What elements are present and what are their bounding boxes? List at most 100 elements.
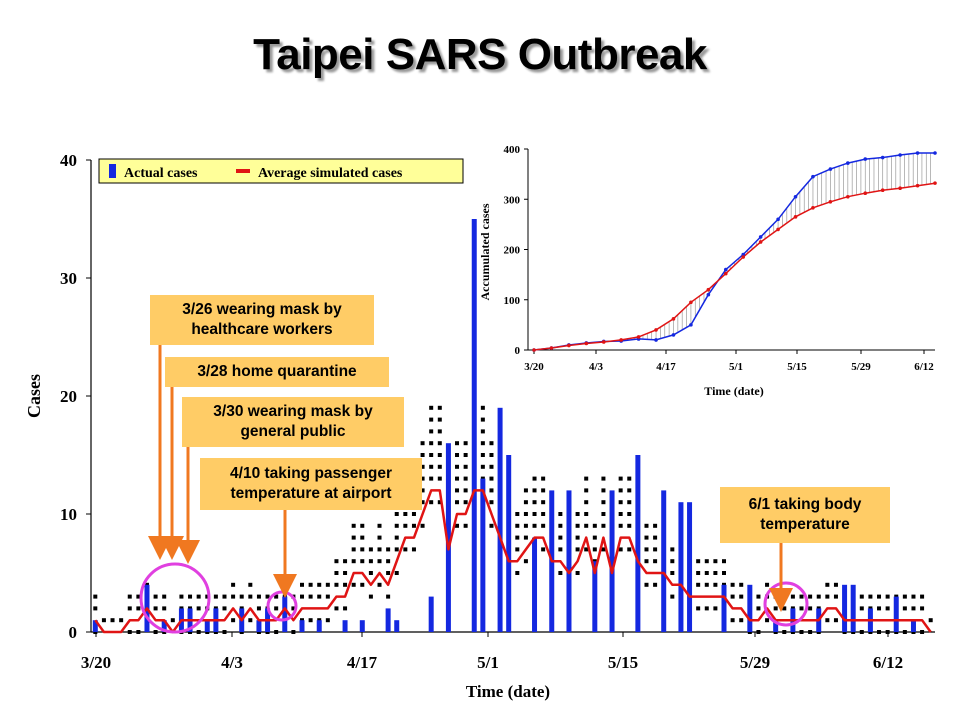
simulation-range-dot	[489, 464, 494, 469]
inset-simulated-point	[567, 343, 571, 348]
inset-y-tick-label: 100	[504, 295, 521, 307]
simulation-range-dot	[730, 594, 735, 599]
simulation-range-dot	[911, 606, 916, 611]
inset-x-tick-label: 4/17	[656, 361, 676, 373]
simulation-range-dot	[696, 571, 701, 575]
simulation-range-dot	[523, 488, 528, 493]
simulation-range-dot	[765, 582, 770, 587]
callout-public-mask: 3/30 wearing mask by general public	[182, 397, 404, 447]
actual-cases-bar	[661, 490, 667, 632]
simulation-range-dot	[455, 500, 460, 505]
actual-cases-bar	[842, 584, 848, 632]
simulation-range-dot	[463, 476, 468, 481]
simulation-range-dot	[653, 559, 658, 564]
actual-cases-bar	[359, 620, 365, 632]
simulation-range-dot	[704, 559, 709, 564]
main-x-tick-label: 5/29	[740, 653, 770, 672]
inset-simulated-point	[723, 271, 728, 276]
inset-simulated-point	[549, 346, 554, 350]
simulation-range-dot	[523, 559, 528, 564]
simulation-range-dot	[722, 559, 726, 564]
simulation-range-dot	[222, 606, 227, 611]
simulation-range-dot	[300, 582, 304, 587]
inset-chart-panel	[481, 133, 938, 405]
simulation-range-dot	[541, 547, 546, 552]
simulation-range-dot	[274, 630, 279, 634]
simulation-range-dot	[877, 606, 882, 611]
simulation-range-dot	[437, 405, 442, 410]
inset-simulated-point	[636, 335, 641, 339]
simulation-range-dot	[799, 630, 804, 634]
simulation-range-dot	[334, 571, 339, 575]
simulation-range-dot	[455, 441, 460, 446]
simulation-range-dot	[93, 594, 98, 599]
simulation-range-dot	[196, 594, 201, 599]
highlight-circle-march	[139, 562, 211, 634]
simulation-range-dot	[627, 476, 632, 481]
simulation-range-dot	[153, 594, 158, 599]
callout-airport-temperature: 4/10 taking passenger temperature at air…	[200, 458, 422, 510]
inset-simulated-point	[584, 341, 589, 346]
legend-actual-swatch	[109, 164, 116, 178]
highlight-circle-april	[266, 590, 298, 622]
actual-cases-bar	[471, 219, 477, 632]
simulation-range-dot	[489, 500, 494, 505]
inset-simulated-point	[689, 300, 693, 305]
simulation-range-dot	[523, 523, 528, 528]
simulation-range-dot	[859, 606, 864, 611]
simulation-range-dot	[653, 523, 658, 528]
simulation-range-dot	[351, 547, 356, 552]
simulation-range-dot	[558, 535, 563, 540]
inset-x-tick-label: 5/29	[851, 361, 871, 373]
simulation-range-dot	[627, 547, 632, 552]
actual-cases-bar	[850, 584, 856, 632]
actual-cases-bar	[773, 620, 779, 632]
actual-cases-bar	[592, 561, 598, 632]
simulation-range-dot	[334, 582, 339, 587]
simulation-range-dot	[920, 606, 925, 611]
simulation-range-dot	[730, 582, 735, 587]
simulation-range-dot	[480, 429, 485, 434]
actual-cases-bar	[687, 502, 693, 632]
simulation-range-dot	[455, 464, 460, 469]
simulation-range-dot	[162, 594, 167, 599]
simulation-range-dot	[411, 547, 416, 552]
main-y-tick-label: 10	[60, 505, 77, 524]
simulation-range-dot	[429, 429, 434, 434]
simulation-range-dot	[885, 630, 890, 634]
main-y-tick-label: 30	[60, 269, 77, 288]
simulation-range-dot	[213, 594, 218, 599]
simulation-range-dot	[541, 500, 546, 505]
simulation-range-dot	[394, 512, 399, 516]
main-x-tick-label: 4/3	[221, 653, 243, 672]
inset-simulated-point	[741, 255, 746, 259]
simulation-range-dot	[618, 488, 623, 493]
simulation-range-dot	[601, 476, 606, 481]
simulation-range-dot	[463, 500, 468, 505]
simulation-range-dot	[722, 571, 726, 575]
actual-cases-bar	[161, 620, 167, 632]
simulation-range-dot	[136, 630, 141, 634]
simulation-range-dot	[325, 594, 330, 599]
page-title: Taipei SARS Outbreak	[253, 30, 707, 79]
simulation-range-dot	[377, 559, 382, 564]
simulation-range-dot	[696, 559, 701, 564]
inset-x-tick-label: 5/15	[787, 361, 807, 373]
simulation-range-dot	[420, 453, 425, 457]
callout-healthcare-mask: 3/26 wearing mask by healthcare workers	[150, 295, 374, 345]
inset-simulated-point	[846, 194, 850, 199]
simulation-range-dot	[429, 453, 434, 457]
inset-y-axis-label: Accumulated cases	[478, 203, 492, 300]
main-x-tick-label: 4/17	[347, 653, 378, 672]
inset-simulated-point	[654, 328, 658, 332]
main-y-tick-label: 20	[60, 387, 77, 406]
actual-cases-bar	[445, 443, 451, 632]
simulation-range-dot	[429, 464, 434, 469]
actual-cases-bar	[299, 620, 305, 632]
callout-home-quarantine: 3/28 home quarantine	[165, 357, 389, 387]
simulation-range-dot	[308, 618, 313, 623]
simulation-range-dot	[489, 453, 494, 457]
simulation-range-dot	[162, 606, 167, 611]
simulation-range-dot	[480, 405, 485, 410]
simulation-range-dot	[713, 582, 718, 587]
